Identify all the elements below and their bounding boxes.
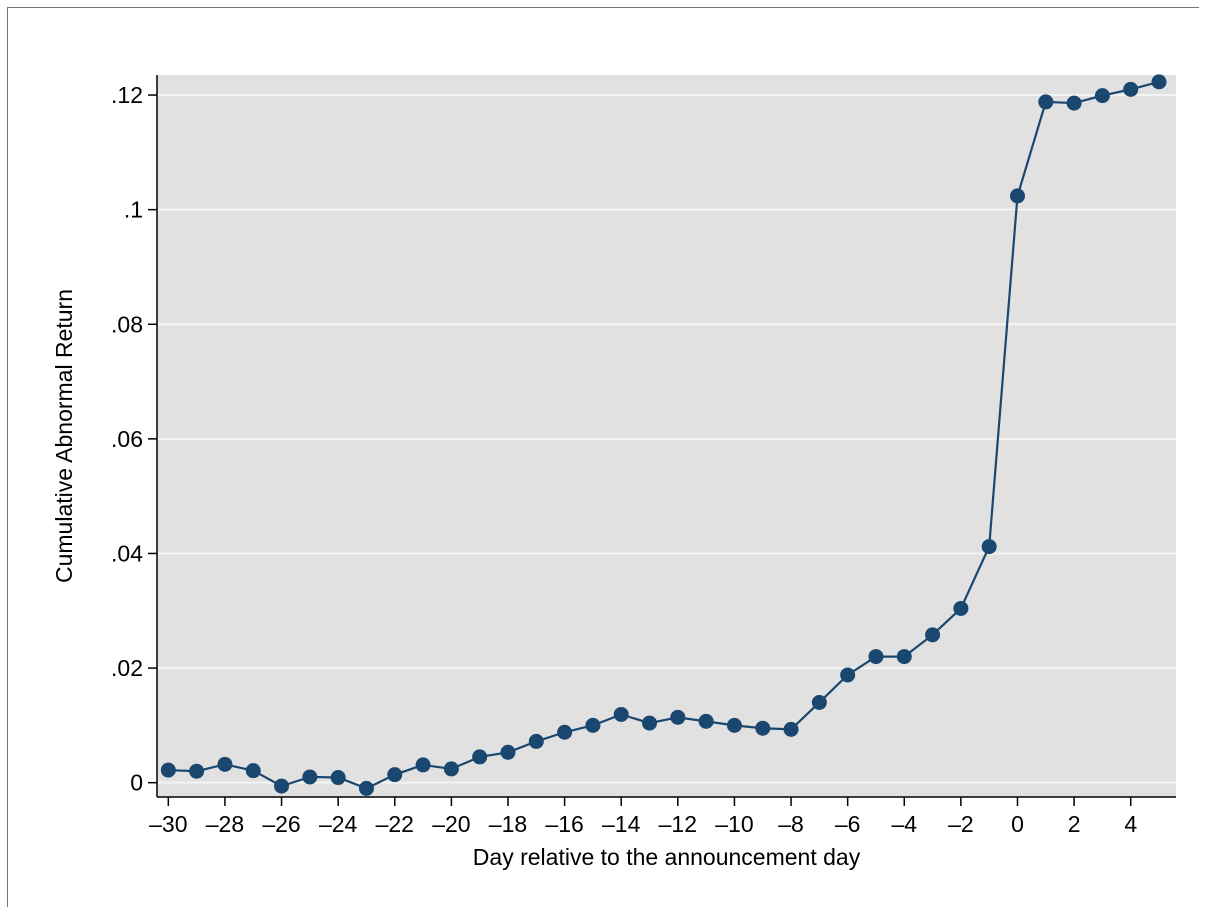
data-point bbox=[811, 694, 827, 710]
x-tick-label: –26 bbox=[262, 811, 300, 837]
data-point bbox=[1009, 188, 1025, 204]
y-axis-label: Cumulative Abnormal Return bbox=[51, 289, 77, 583]
data-point bbox=[245, 763, 261, 779]
data-point bbox=[698, 713, 714, 729]
x-tick-label: –18 bbox=[489, 811, 527, 837]
figure-frame bbox=[7, 7, 1199, 907]
data-point bbox=[1123, 81, 1139, 97]
x-tick-label: –2 bbox=[948, 811, 974, 837]
data-point bbox=[189, 763, 205, 779]
x-tick-label: –14 bbox=[602, 811, 641, 837]
data-point bbox=[868, 649, 884, 665]
x-tick-label: –10 bbox=[715, 811, 753, 837]
x-tick-label: –20 bbox=[432, 811, 470, 837]
x-tick-label: –30 bbox=[149, 811, 187, 837]
x-tick-label: –24 bbox=[319, 811, 358, 837]
data-point bbox=[1066, 95, 1082, 111]
data-point bbox=[528, 733, 544, 749]
x-tick-label: –16 bbox=[545, 811, 583, 837]
series-points bbox=[160, 74, 1167, 796]
x-tick-label: –8 bbox=[778, 811, 804, 837]
data-point bbox=[1151, 74, 1167, 90]
data-point bbox=[981, 539, 997, 555]
data-point bbox=[160, 762, 176, 778]
data-point bbox=[443, 761, 459, 777]
y-tick-label: .1 bbox=[124, 197, 143, 223]
y-tick-label: .04 bbox=[111, 540, 143, 566]
data-point bbox=[585, 717, 601, 733]
data-point bbox=[302, 769, 318, 785]
data-point bbox=[500, 744, 516, 760]
axes bbox=[156, 75, 1176, 798]
x-tick-label: –22 bbox=[376, 811, 414, 837]
data-point bbox=[1038, 94, 1054, 110]
data-point bbox=[755, 720, 771, 736]
data-point bbox=[896, 649, 912, 665]
data-point bbox=[642, 715, 658, 731]
x-axis-label: Day relative to the announcement day bbox=[473, 844, 861, 870]
data-point bbox=[1094, 88, 1110, 104]
x-tick-label: 4 bbox=[1124, 811, 1137, 837]
x-tick-label: 0 bbox=[1011, 811, 1024, 837]
data-point bbox=[415, 757, 431, 773]
data-point bbox=[472, 749, 488, 765]
data-point bbox=[387, 767, 403, 783]
data-point bbox=[670, 709, 686, 725]
y-tick-label: 0 bbox=[130, 770, 143, 796]
x-tick-label: –12 bbox=[659, 811, 697, 837]
data-point bbox=[925, 627, 941, 643]
data-point bbox=[557, 724, 573, 740]
data-point bbox=[953, 600, 969, 616]
data-point bbox=[726, 717, 742, 733]
data-point bbox=[330, 770, 346, 786]
x-ticks: –30 –28 –26 –24 –22 –20 –18 –16 –14 –12 –10 –8 –6 –4–… bbox=[149, 797, 1137, 837]
data-point bbox=[358, 780, 374, 796]
data-point bbox=[217, 756, 233, 772]
data-point bbox=[274, 778, 290, 794]
x-tick-label: 2 bbox=[1068, 811, 1081, 837]
y-tick-label: .02 bbox=[111, 655, 143, 681]
plot-background bbox=[157, 75, 1176, 797]
y-ticks: 0 .02 .04 .06 .08 .1 .12 bbox=[111, 82, 157, 796]
y-tick-label: .08 bbox=[111, 311, 143, 337]
data-point bbox=[783, 721, 799, 737]
y-tick-label: .12 bbox=[111, 82, 143, 108]
data-point bbox=[613, 706, 629, 722]
data-point bbox=[840, 667, 856, 683]
x-tick-label: –4 bbox=[891, 811, 917, 837]
x-tick-label: –6 bbox=[835, 811, 861, 837]
y-tick-label: .06 bbox=[111, 426, 143, 452]
x-tick-label: –28 bbox=[206, 811, 244, 837]
